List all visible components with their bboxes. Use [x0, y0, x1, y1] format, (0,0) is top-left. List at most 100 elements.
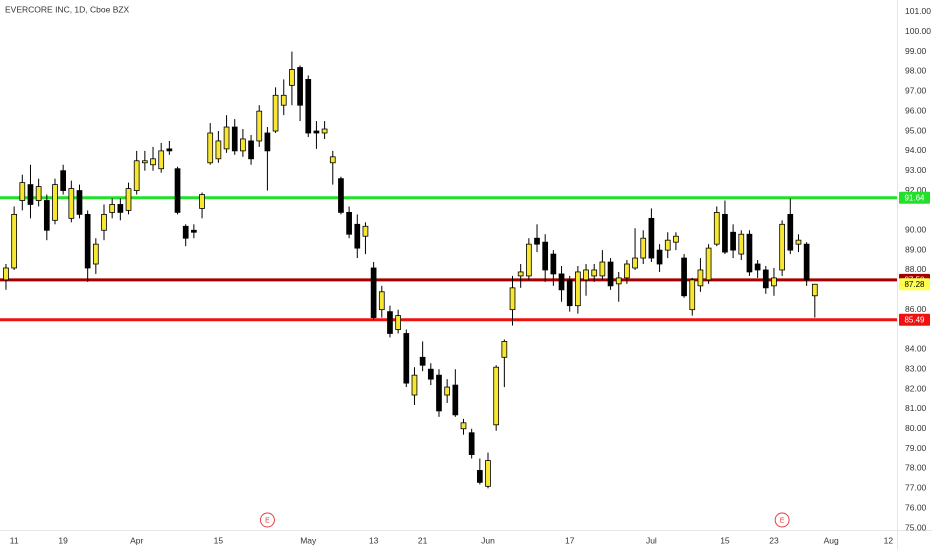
y-tick-label: 78.00	[905, 463, 927, 473]
candle-body	[509, 287, 516, 311]
candle-body	[640, 237, 647, 259]
candle-body	[280, 94, 287, 106]
candle-body	[289, 69, 295, 86]
candle-body	[11, 213, 17, 269]
candle-body	[444, 386, 451, 396]
candle-body	[362, 225, 369, 237]
level-price-tag	[899, 191, 930, 204]
candle-body	[395, 315, 401, 330]
candle-body	[681, 257, 687, 297]
candle-body	[174, 168, 181, 213]
candle-body	[730, 231, 736, 251]
y-tick-label: 79.00	[905, 443, 927, 453]
y-tick-label: 77.00	[905, 483, 927, 493]
candle-body	[19, 182, 26, 201]
candle-body	[76, 190, 83, 215]
candle-body	[182, 225, 189, 239]
x-tick-label: 12	[884, 535, 894, 545]
candle-body	[534, 237, 540, 245]
candle-body	[313, 130, 320, 134]
y-tick-label: 83.00	[905, 363, 927, 373]
y-tick-label: 97.00	[905, 86, 927, 96]
earnings-label: E	[265, 517, 270, 524]
candle-body	[754, 263, 761, 271]
y-tick-label: 92.00	[905, 185, 927, 195]
last-price-tag	[899, 278, 930, 291]
candle-body	[321, 128, 328, 134]
y-tick-label: 96.00	[905, 105, 927, 115]
candle-body	[607, 261, 614, 287]
candle-body	[256, 110, 263, 142]
y-tick-label: 88.00	[905, 264, 927, 274]
candle-body	[297, 67, 303, 106]
candle-body	[109, 204, 116, 213]
candle-body	[240, 138, 246, 152]
y-tick-label: 98.00	[905, 66, 927, 76]
candle-body	[526, 243, 532, 277]
x-tick-label: 11	[10, 535, 19, 545]
x-tick-label: 13	[369, 535, 379, 545]
candle-body	[215, 140, 222, 160]
candle-body	[811, 283, 818, 297]
candle-body	[485, 460, 491, 487]
level-price-label: 91.64	[904, 193, 925, 202]
candle-body	[142, 160, 148, 164]
candle-body	[329, 156, 336, 164]
x-tick-label: 15	[720, 535, 730, 545]
x-tick-label: 23	[769, 535, 779, 545]
earnings-marker	[259, 512, 275, 528]
candle-body	[558, 273, 565, 291]
candle-body	[632, 257, 638, 269]
candle-body	[762, 269, 769, 289]
y-tick-label: 93.00	[905, 165, 927, 175]
candle-body	[493, 366, 500, 426]
y-tick-label: 89.00	[905, 244, 927, 254]
candle-body	[460, 422, 467, 430]
y-tick-label: 86.00	[905, 304, 927, 314]
x-tick-label: 19	[58, 535, 68, 545]
candle-body	[501, 341, 508, 358]
level-price-tag	[899, 313, 930, 326]
candle-body	[427, 368, 434, 380]
candle-body	[746, 233, 753, 273]
y-tick-label: 101.00	[905, 6, 931, 16]
candle-body	[191, 229, 197, 233]
candle-body	[771, 277, 777, 287]
candle-body	[68, 188, 75, 219]
y-tick-label: 95.00	[905, 125, 927, 135]
x-tick-label: May	[300, 535, 317, 545]
candle-body	[566, 279, 573, 307]
candle-body	[43, 200, 50, 231]
candle-body	[411, 374, 418, 396]
x-tick-label: 15	[214, 535, 224, 545]
x-tick-label: 21	[418, 535, 428, 545]
candle-body	[231, 126, 238, 152]
candle-body	[468, 432, 475, 455]
candle-body	[436, 374, 442, 412]
candle-body	[591, 269, 598, 277]
candle-body	[338, 178, 344, 213]
candle-body	[378, 291, 385, 311]
candle-body	[419, 356, 426, 366]
x-tick-label: Jul	[646, 535, 657, 545]
candle-body	[223, 126, 230, 150]
candle-body	[158, 150, 165, 170]
x-tick-label: Apr	[130, 535, 143, 545]
y-tick-label: 75.00	[905, 522, 927, 532]
candle-body	[346, 211, 352, 235]
candle-body	[27, 184, 34, 205]
candle-body	[713, 211, 720, 245]
y-tick-label: 100.00	[905, 26, 931, 36]
candle-body	[35, 186, 42, 201]
candle-body	[52, 184, 58, 221]
candle-body	[117, 204, 124, 213]
candle-body	[101, 213, 107, 231]
candle-body	[722, 213, 728, 253]
candle-body	[452, 384, 459, 416]
candle-body	[795, 239, 802, 245]
y-tick-label: 84.00	[905, 344, 927, 354]
y-tick-label: 90.00	[905, 225, 927, 235]
y-tick-label: 80.00	[905, 423, 927, 433]
